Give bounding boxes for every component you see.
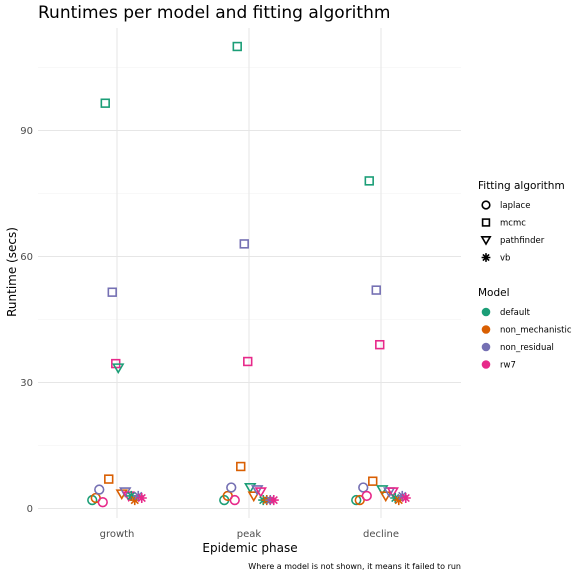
y-axis-ticks: 0 30 60 90	[20, 126, 33, 515]
legend-model-title: Model	[478, 287, 510, 299]
point-peak-pathfinder-rw7	[254, 487, 267, 498]
point-decline-mcmc-non_residual	[371, 285, 381, 295]
point-growth-vb-rw7	[136, 492, 147, 504]
legend-label-non_residual: non_residual	[500, 343, 554, 353]
legend-key-non_residual	[481, 342, 491, 352]
point-decline-mcmc-rw7	[375, 339, 385, 350]
point-decline-vb-non_residual	[397, 490, 408, 501]
point-decline-mcmc-default	[364, 176, 374, 186]
point-peak-mcmc-default	[232, 41, 242, 52]
legend-label-non_mechanistic: non_mechanistic	[500, 326, 572, 336]
point-decline-vb-rw7	[400, 492, 411, 504]
x-tick-label: decline	[363, 529, 399, 540]
legend-key-pathfinder	[480, 236, 492, 246]
point-growth-laplace-non_residual	[94, 484, 105, 495]
legend-model: Model default non_mechanistic non_residual…	[478, 287, 572, 371]
point-peak-pathfinder-non_residual	[251, 485, 264, 496]
legend-key-vb	[481, 253, 491, 262]
legend-label-rw7: rw7	[500, 361, 516, 371]
legend-key-rw7	[481, 360, 491, 369]
y-axis-title: Runtime (secs)	[5, 227, 19, 317]
x-axis-title: Epidemic phase	[202, 541, 297, 555]
point-peak-vb-rw7	[268, 495, 279, 506]
grid	[38, 28, 461, 518]
y-tick-label: 0	[27, 504, 33, 515]
point-decline-mcmc-non_mechanistic	[368, 476, 378, 486]
point-growth-mcmc-default	[100, 98, 110, 108]
point-decline-pathfinder-rw7	[386, 487, 399, 498]
y-tick-label: 60	[20, 252, 33, 263]
x-tick-label: peak	[237, 529, 262, 540]
legend-key-default	[481, 307, 491, 317]
point-growth-vb-default	[126, 490, 137, 501]
point-growth-vb-non_residual	[133, 490, 144, 501]
point-growth-vb-non_mechanistic	[129, 495, 140, 506]
point-decline-vb-default	[390, 492, 401, 504]
point-decline-laplace-rw7	[361, 490, 372, 502]
legend-label-mcmc: mcmc	[500, 219, 526, 229]
point-peak-pathfinder-non_mechanistic	[247, 491, 260, 503]
chart-caption: Where a model is not shown, it means it …	[248, 562, 461, 571]
legend-key-mcmc	[481, 218, 491, 227]
y-tick-label: 90	[20, 126, 33, 137]
point-growth-mcmc-non_residual	[107, 287, 117, 297]
chart-title: Runtimes per model and fitting algorithm	[38, 3, 390, 23]
point-peak-mcmc-non_residual	[239, 239, 249, 249]
legend-label-pathfinder: pathfinder	[500, 236, 545, 246]
x-axis-ticks: growth peak decline	[100, 529, 399, 540]
point-decline-pathfinder-default	[376, 485, 389, 496]
point-growth-mcmc-non_mechanistic	[104, 474, 114, 484]
data-points	[87, 41, 411, 508]
legend-algorithm: Fitting algorithm laplace mcmc pathfinder v…	[478, 180, 565, 264]
legend-label-default: default	[500, 308, 531, 318]
point-growth-pathfinder-default	[112, 363, 125, 374]
point-peak-laplace-rw7	[229, 494, 240, 506]
point-peak-mcmc-rw7	[243, 356, 253, 367]
point-decline-laplace-default	[351, 494, 362, 506]
point-peak-mcmc-non_mechanistic	[236, 461, 246, 472]
legend-label-laplace: laplace	[500, 201, 530, 211]
point-decline-vb-non_mechanistic	[393, 495, 404, 506]
point-peak-laplace-non_residual	[226, 482, 237, 493]
legend-algorithm-title: Fitting algorithm	[478, 180, 565, 192]
point-growth-laplace-rw7	[97, 497, 108, 508]
point-decline-pathfinder-non_mechanistic	[379, 491, 392, 503]
y-tick-label: 30	[20, 378, 33, 389]
legend-key-non_mechanistic	[481, 325, 491, 334]
x-tick-label: growth	[100, 529, 135, 540]
point-peak-pathfinder-default	[244, 483, 257, 494]
legend-label-vb: vb	[500, 254, 510, 264]
point-decline-laplace-non_residual	[358, 482, 369, 493]
legend-key-laplace	[481, 200, 491, 210]
